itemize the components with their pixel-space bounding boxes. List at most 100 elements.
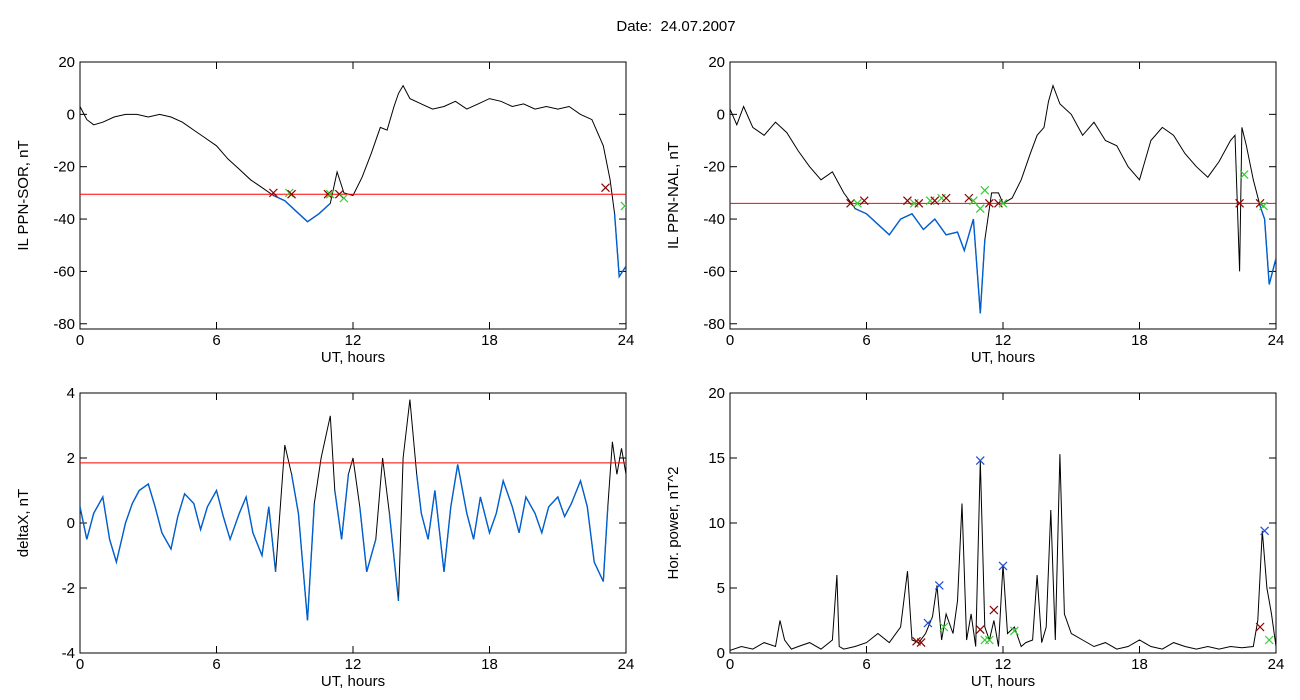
x-axis-label: UT, hours xyxy=(321,349,385,366)
marker-stroke xyxy=(1264,635,1274,645)
marker-stroke xyxy=(984,198,994,208)
x-tick-label: 0 xyxy=(726,656,734,673)
below-threshold-segment xyxy=(273,194,331,223)
x-tick-label: 6 xyxy=(212,332,220,349)
x-tick-label: 12 xyxy=(345,656,362,673)
marker-stroke xyxy=(989,605,999,615)
y-tick-label: -20 xyxy=(703,159,725,176)
marker-stroke xyxy=(912,636,921,646)
event-marker-peak xyxy=(934,580,944,590)
y-tick-label: 2 xyxy=(67,450,75,467)
plot-area xyxy=(730,84,1276,314)
event-marker-end xyxy=(941,193,951,203)
y-tick-label: -4 xyxy=(62,645,75,662)
marker-stroke xyxy=(998,561,1008,571)
below-threshold-segment xyxy=(416,464,609,582)
event-marker-end xyxy=(601,183,610,193)
plot-area xyxy=(730,454,1276,651)
x-tick-label: 24 xyxy=(618,332,635,349)
page-title: Date: 24.07.2007 xyxy=(616,18,736,35)
event-marker-start xyxy=(984,635,994,645)
y-tick-label: -60 xyxy=(703,263,725,280)
marker-stroke xyxy=(846,198,855,208)
x-tick-label: 12 xyxy=(995,656,1012,673)
x-tick-label: 6 xyxy=(862,332,870,349)
x-tick-label: 0 xyxy=(76,656,84,673)
event-marker-peak xyxy=(923,618,933,628)
event-marker-end xyxy=(846,198,855,208)
y-tick-label: 20 xyxy=(58,54,75,71)
event-marker-start xyxy=(969,196,978,206)
x-axis-label: UT, hours xyxy=(971,349,1035,366)
marker-stroke xyxy=(268,188,278,198)
event-marker-end xyxy=(1235,198,1245,208)
event-marker-end xyxy=(989,605,999,615)
below-threshold-segment xyxy=(854,207,986,314)
marker-stroke xyxy=(984,635,994,645)
x-tick-label: 6 xyxy=(212,656,220,673)
marker-stroke xyxy=(287,189,296,199)
y-tick-label: -40 xyxy=(53,211,75,228)
event-marker-start xyxy=(975,204,985,214)
below-threshold-segment xyxy=(290,474,315,621)
event-marker-start xyxy=(1259,201,1268,211)
event-marker-peak xyxy=(975,456,985,466)
event-marker-start xyxy=(620,201,626,211)
marker-stroke xyxy=(975,204,985,214)
marker-stroke xyxy=(1235,198,1245,208)
below-threshold-segment xyxy=(334,474,350,540)
event-marker-start xyxy=(339,193,349,203)
y-axis-label: Hor. power, nT^2 xyxy=(665,467,682,580)
event-marker-end xyxy=(323,189,333,199)
marker-stroke xyxy=(323,189,333,199)
series-line xyxy=(80,399,626,621)
event-marker-end xyxy=(268,188,278,198)
marker-stroke xyxy=(903,196,912,206)
series-line xyxy=(730,454,1276,651)
y-tick-label: 4 xyxy=(67,385,75,402)
y-tick-label: 20 xyxy=(708,54,725,71)
marker-stroke xyxy=(1255,622,1265,632)
event-marker-start xyxy=(939,622,949,632)
marker-stroke xyxy=(325,189,335,199)
series-line xyxy=(730,84,1276,314)
x-axis-label: UT, hours xyxy=(321,673,385,690)
event-marker-end xyxy=(859,196,869,206)
event-marker-start xyxy=(998,198,1008,208)
event-marker-peak xyxy=(1260,526,1270,536)
y-tick-label: 0 xyxy=(67,106,75,123)
below-threshold-segment xyxy=(1259,205,1276,285)
plot-area xyxy=(80,399,626,621)
marker-stroke xyxy=(975,625,985,635)
y-tick-label: 10 xyxy=(708,515,725,532)
event-marker-end xyxy=(916,638,926,648)
y-axis-label: IL PPN-SOR, nT xyxy=(15,140,32,250)
y-tick-label: -80 xyxy=(703,316,725,333)
marker-stroke xyxy=(941,193,951,203)
plot-frame xyxy=(729,61,1277,330)
marker-stroke xyxy=(939,622,949,632)
y-tick-label: -40 xyxy=(703,211,725,228)
plot-area xyxy=(80,84,626,279)
y-tick-label: -2 xyxy=(62,580,75,597)
event-marker-end xyxy=(930,196,940,206)
marker-stroke xyxy=(1260,526,1270,536)
y-tick-label: 15 xyxy=(708,450,725,467)
x-tick-label: 12 xyxy=(345,332,362,349)
marker-stroke xyxy=(1259,201,1268,211)
marker-stroke xyxy=(916,638,926,648)
event-marker-end xyxy=(1255,622,1265,632)
event-marker-start xyxy=(980,185,990,195)
x-tick-label: 18 xyxy=(481,656,498,673)
y-axis-label: IL PPN-NAL, nT xyxy=(665,142,682,249)
y-tick-label: 0 xyxy=(67,515,75,532)
marker-stroke xyxy=(964,193,974,203)
x-axis-label: UT, hours xyxy=(971,673,1035,690)
marker-stroke xyxy=(859,196,869,206)
event-marker-end xyxy=(975,625,985,635)
marker-stroke xyxy=(620,203,626,211)
x-tick-label: 18 xyxy=(1131,332,1148,349)
event-marker-end xyxy=(287,189,296,199)
y-tick-label: -80 xyxy=(53,316,75,333)
